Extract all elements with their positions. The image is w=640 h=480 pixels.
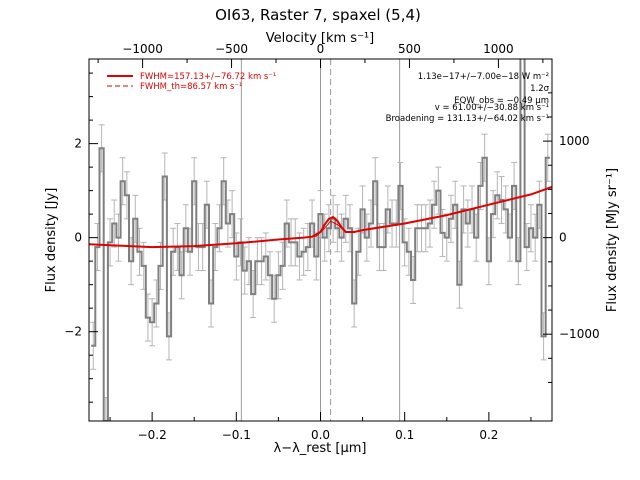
fit-line [89,185,552,249]
y2-tick-label: 1000 [559,134,590,148]
legend-label-fwhm-th: FWHM_th=86.57 km s⁻¹ [140,82,242,92]
reference-lines [240,59,401,421]
legend-label-fwhm: FWHM=157.13+/−76.72 km s⁻¹ [140,72,276,82]
annotation-eqw: EQW_obs = −0.49 μm [454,96,549,106]
annotation-velocity: v = 61.00+/−30.88 km s⁻¹ [435,103,549,113]
velocity-tick-label: −500 [215,42,248,56]
y-tick-label: 2 [74,137,82,151]
velocity-tick-label: −1000 [122,42,163,56]
y-tick-label: −2 [64,325,82,339]
y2-tick-label: −1000 [559,327,600,341]
x-tick-label: 0.1 [395,428,414,442]
y-tick-label: 0 [74,231,82,245]
x-tick-label: 0.2 [479,428,498,442]
axes: −0.2 −0.1 0.0 0.1 0.2 −1000 −500 0 500 1000 −2 0 2 −1… [64,42,599,442]
x-tick-label: −0.1 [222,428,251,442]
annotation-significance: 1.2σ [530,84,550,94]
x-axis-label: λ−λ_rest [μm] [274,441,367,456]
y2-tick-label: 0 [559,231,567,245]
velocity-tick-label: 1000 [483,42,514,56]
annotation-flux: 1.13e−17+/−7.00e−18 W m⁻² [418,72,549,82]
fit-annotations: 1.13e−17+/−7.00e−18 W m⁻² 1.2σ EQW_obs =… [386,72,550,124]
annotation-broadening: Broadening = 131.13+/−64.02 km s⁻¹ [386,114,549,124]
chart-title: OI63, Raster 7, spaxel (5,4) [215,6,421,24]
series-layer [89,59,552,421]
velocity-tick-label: 0 [317,42,325,56]
velocity-tick-label: 500 [398,42,421,56]
x-tick-label: −0.2 [138,428,167,442]
x-tick-label: 0.0 [311,428,330,442]
spectrum-line [91,59,550,421]
top-axis-label: Velocity [km s⁻¹] [266,31,374,46]
legend: FWHM=157.13+/−76.72 km s⁻¹ FWHM_th=86.57… [107,72,276,92]
y-axis-label: Flux density [Jy] [44,188,59,293]
y2-axis-label: Flux density [MJy sr⁻¹] [605,168,620,312]
